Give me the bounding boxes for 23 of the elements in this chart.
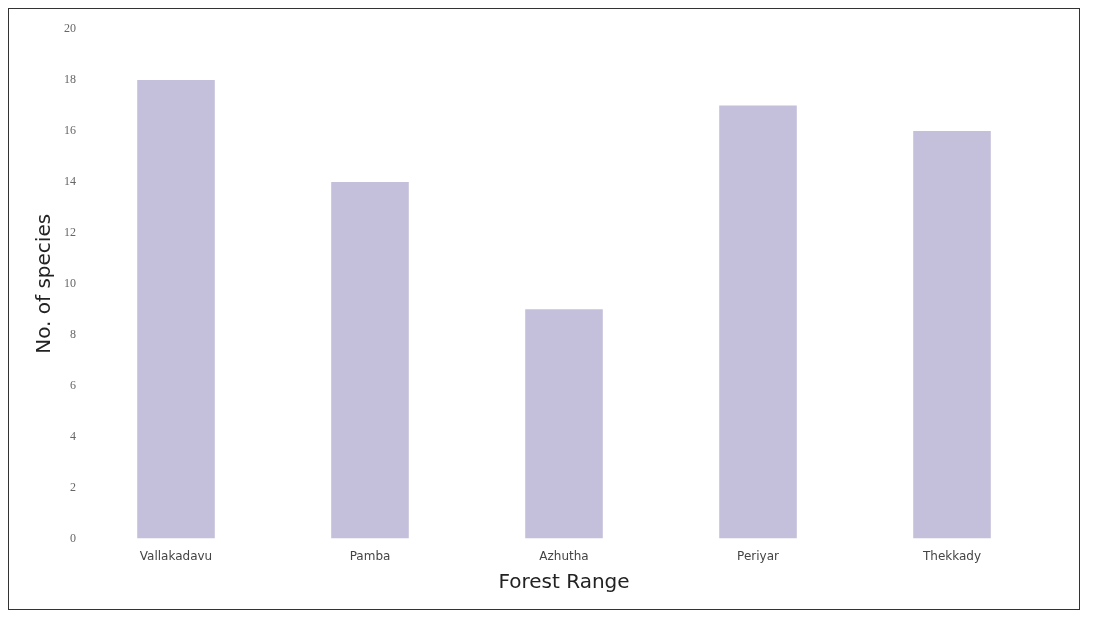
x-tick-label: Thekkady	[921, 548, 982, 563]
x-axis-title: Forest Range	[498, 569, 630, 594]
y-tick-label: 20	[64, 21, 76, 36]
bar	[913, 130, 991, 539]
bar	[719, 105, 797, 539]
y-tick-label: 10	[64, 275, 76, 290]
y-tick-label: 2	[70, 479, 76, 494]
y-tick-label: 6	[70, 377, 76, 392]
y-tick-label: 14	[64, 174, 76, 189]
x-tick-label: Vallakadavu	[139, 548, 213, 563]
y-tick-label: 16	[64, 123, 76, 138]
y-tick-label: 12	[64, 225, 76, 239]
x-tick-label: Periyar	[737, 548, 779, 563]
y-tick-label: 4	[70, 428, 76, 443]
y-tick-label: 0	[70, 530, 76, 545]
bar	[525, 309, 603, 539]
x-tick-label: Pamba	[349, 548, 391, 563]
bar	[137, 79, 215, 539]
y-axis-title: No. of species	[31, 213, 56, 354]
y-tick-label: 18	[64, 72, 76, 87]
bar	[331, 181, 409, 539]
y-tick-label: 8	[70, 326, 76, 341]
x-tick-label: Azhutha	[539, 548, 589, 563]
